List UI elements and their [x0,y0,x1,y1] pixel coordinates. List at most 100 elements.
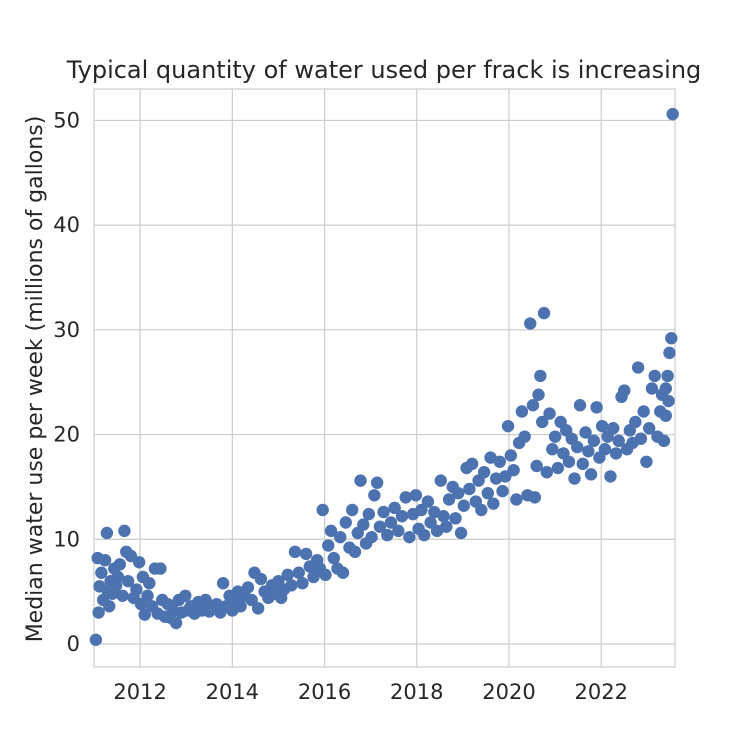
data-point [454,526,468,540]
data-point [95,566,108,579]
data-point [489,472,503,485]
data-point [399,491,412,504]
data-point [528,491,542,504]
data-point [134,597,148,611]
data-point [526,399,540,412]
data-point [245,593,258,607]
x-tick-label: 2016 [298,680,351,704]
y-tick-label: 0 [67,632,80,656]
data-point [537,306,551,320]
data-point [285,579,298,592]
data-point [475,503,488,517]
data-point [113,558,127,571]
data-point [103,600,116,613]
data-point [665,332,678,345]
x-tick-label: 2014 [206,680,259,704]
data-point [532,388,545,401]
data-point [437,510,450,523]
x-tick-label: 2020 [482,680,535,704]
data-point [336,566,350,579]
data-point [199,593,212,607]
data-point [392,524,405,538]
data-point [612,434,625,448]
data-point [292,566,305,579]
data-point [424,516,437,529]
data-point [430,524,444,538]
data-point [138,608,151,621]
data-point [587,434,601,448]
data-point [121,574,135,588]
data-point [562,455,576,468]
data-point [381,528,394,542]
data-point [216,577,230,590]
data-point [307,570,320,584]
data-point [543,407,556,420]
data-point [604,470,617,483]
data-point [370,476,384,489]
data-point [154,562,167,575]
chart-title: Typical quantity of water used per frack… [66,56,702,84]
data-point [169,616,183,630]
data-point [477,466,491,479]
data-point [327,551,340,565]
data-point [434,474,447,487]
data-point [141,589,154,602]
data-point [322,539,335,552]
data-point [457,499,471,512]
data-point [504,449,518,462]
data-point [659,382,672,395]
x-axis-ticks: 2012 2014 2016 2018 2020 2022 [113,680,628,704]
data-point [384,516,398,529]
data-points [89,107,679,646]
data-point [421,495,435,508]
y-tick-label: 20 [53,423,80,447]
data-point [579,426,592,439]
data-point [98,553,112,567]
data-point [116,589,129,602]
data-point [648,369,661,383]
y-tick-label: 50 [53,108,80,132]
data-point [373,520,387,533]
data-point [339,516,352,529]
data-point [481,486,494,500]
data-point [442,493,456,506]
plot-frame [93,88,676,668]
data-point [449,512,462,525]
data-point [288,545,302,559]
data-point [388,501,401,515]
data-point [319,568,332,582]
data-point [501,419,515,433]
data-point [254,572,268,586]
y-axis-label: Median water use per week (millions of g… [23,116,48,643]
data-point [661,369,674,383]
data-point [299,547,313,561]
data-point [251,602,265,615]
data-point [357,518,370,531]
data-point [546,443,559,456]
grid-lines [94,89,675,667]
data-point [657,434,671,448]
data-point [487,497,500,510]
data-point [409,489,423,502]
data-point [496,484,509,498]
y-tick-label: 10 [53,527,80,551]
data-point [100,526,114,540]
data-point [507,463,520,477]
x-tick-label: 2012 [113,680,166,704]
data-point [92,606,105,619]
y-tick-label: 40 [53,213,80,237]
data-point [530,459,543,473]
data-point [234,600,247,613]
data-point [484,451,497,464]
data-point [465,457,479,471]
data-point [348,545,362,559]
data-point [631,361,645,374]
data-point [377,505,390,519]
data-point [590,401,603,414]
data-point [663,346,676,360]
data-point [518,430,531,443]
data-point [607,422,620,435]
data-point [118,524,131,538]
data-point [595,419,609,433]
